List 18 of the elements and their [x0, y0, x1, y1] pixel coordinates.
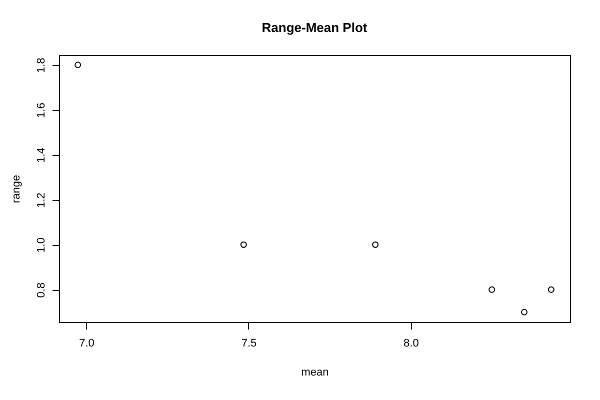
y-tick-label: 1.8	[36, 58, 48, 74]
y-tick-label: 1.2	[36, 192, 48, 208]
point	[372, 241, 379, 248]
x-axis-title: mean	[301, 366, 329, 378]
chart-title: Range-Mean Plot	[262, 20, 368, 35]
y-tick-label: 1.0	[36, 238, 48, 253]
point	[488, 286, 496, 293]
point	[521, 308, 528, 316]
y-tick-label: 0.8	[36, 282, 48, 298]
x-tick-label: 7.0	[79, 338, 94, 350]
y-axis-title: range	[10, 174, 22, 204]
y-tick-label: 1.4	[36, 148, 48, 163]
x-tick-label: 8.0	[404, 338, 419, 350]
point	[548, 286, 554, 293]
point	[240, 241, 247, 248]
y-tick-label: 1.6	[36, 102, 48, 118]
point	[74, 62, 82, 68]
x-tick-label: 7.5	[241, 338, 257, 350]
